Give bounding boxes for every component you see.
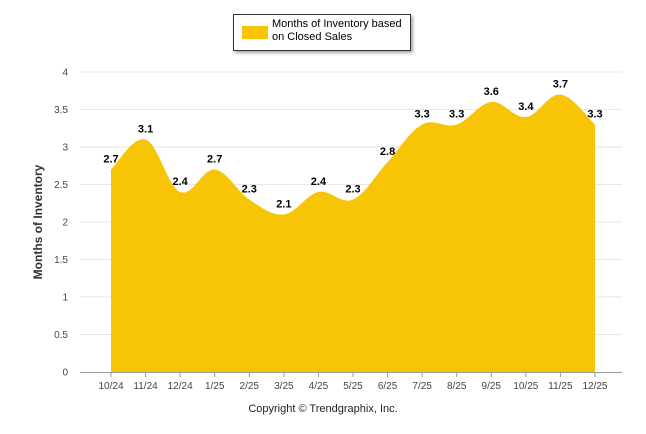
x-tick-label-6: 4/25 xyxy=(309,381,329,392)
x-tick-label-7: 5/25 xyxy=(343,381,363,392)
y-tick-label-6: 3 xyxy=(62,143,68,154)
x-tick-label-1: 11/24 xyxy=(133,381,158,392)
y-tick-label-3: 1.5 xyxy=(54,255,68,266)
x-tick-label-10: 8/25 xyxy=(447,381,467,392)
x-axis xyxy=(80,372,622,377)
y-axis-tick-labels: 0 0.5 1 1.5 2 2.5 3 3.5 4 xyxy=(54,68,68,379)
y-axis-title: Months of Inventory xyxy=(31,164,45,279)
x-tick-label-2: 12/24 xyxy=(168,381,193,392)
data-label-2: 2.4 xyxy=(172,176,188,188)
data-label-10: 3.3 xyxy=(449,109,464,121)
legend[interactable]: Months of Inventory based on Closed Sale… xyxy=(233,14,411,51)
data-label-4: 2.3 xyxy=(242,184,257,196)
y-tick-label-4: 2 xyxy=(62,218,68,229)
data-label-5: 2.1 xyxy=(276,199,291,211)
data-label-14: 3.3 xyxy=(587,109,602,121)
x-tick-label-13: 11/25 xyxy=(548,381,573,392)
data-label-0: 2.7 xyxy=(103,154,118,166)
legend-label: Months of Inventory based on Closed Sale… xyxy=(272,18,402,43)
legend-swatch xyxy=(242,26,268,39)
x-tick-label-9: 7/25 xyxy=(412,381,432,392)
area-fill xyxy=(111,94,595,372)
x-tick-label-4: 2/25 xyxy=(240,381,260,392)
y-tick-label-7: 3.5 xyxy=(54,105,68,116)
x-tick-label-12: 10/25 xyxy=(513,381,538,392)
data-label-9: 3.3 xyxy=(414,109,429,121)
data-label-6: 2.4 xyxy=(311,176,327,188)
x-tick-label-5: 3/25 xyxy=(274,381,294,392)
x-tick-label-0: 10/24 xyxy=(98,381,123,392)
data-label-3: 2.7 xyxy=(207,154,222,166)
area-series xyxy=(111,94,595,372)
data-labels: 2.7 3.1 2.4 2.7 2.3 2.1 2.4 2.3 2.8 3.3 3.3 3.6 3.4 3… xyxy=(103,79,602,211)
data-label-8: 2.8 xyxy=(380,146,395,158)
data-label-7: 2.3 xyxy=(345,184,360,196)
x-tick-label-3: 1/25 xyxy=(205,381,225,392)
data-label-12: 3.4 xyxy=(518,101,534,113)
x-tick-label-8: 6/25 xyxy=(378,381,398,392)
y-tick-label-5: 2.5 xyxy=(54,180,68,191)
y-tick-label-1: 0.5 xyxy=(54,330,68,341)
data-label-1: 3.1 xyxy=(138,124,153,136)
copyright-text: Copyright © Trendgraphix, Inc. xyxy=(248,403,398,415)
y-tick-label-8: 4 xyxy=(62,68,68,79)
x-axis-tick-labels: 10/24 11/24 12/24 1/25 2/25 3/25 4/25 5/25 6/25 7… xyxy=(98,381,607,392)
data-label-11: 3.6 xyxy=(484,86,499,98)
data-label-13: 3.7 xyxy=(553,79,568,91)
x-tick-label-11: 9/25 xyxy=(482,381,502,392)
y-tick-label-0: 0 xyxy=(62,368,68,379)
x-tick-label-14: 12/25 xyxy=(582,381,607,392)
y-tick-label-2: 1 xyxy=(62,293,68,304)
